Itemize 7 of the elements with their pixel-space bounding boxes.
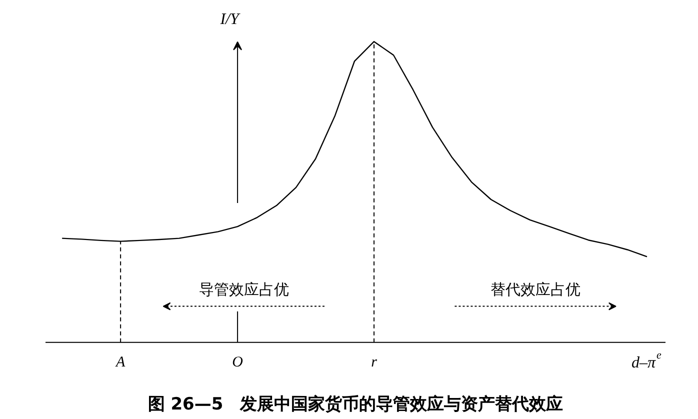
annotation: 替代效应占优	[490, 280, 580, 298]
text: 图 26—5 发展中国家货币的导管效应与资产替代效应	[148, 394, 564, 414]
y-axis-title: I/Y	[219, 10, 241, 28]
x-tick-label: r	[371, 354, 378, 370]
x-tick-label: A	[114, 354, 126, 370]
x-tick-label: O	[232, 354, 244, 370]
annotation: 导管效应占优	[198, 280, 289, 298]
